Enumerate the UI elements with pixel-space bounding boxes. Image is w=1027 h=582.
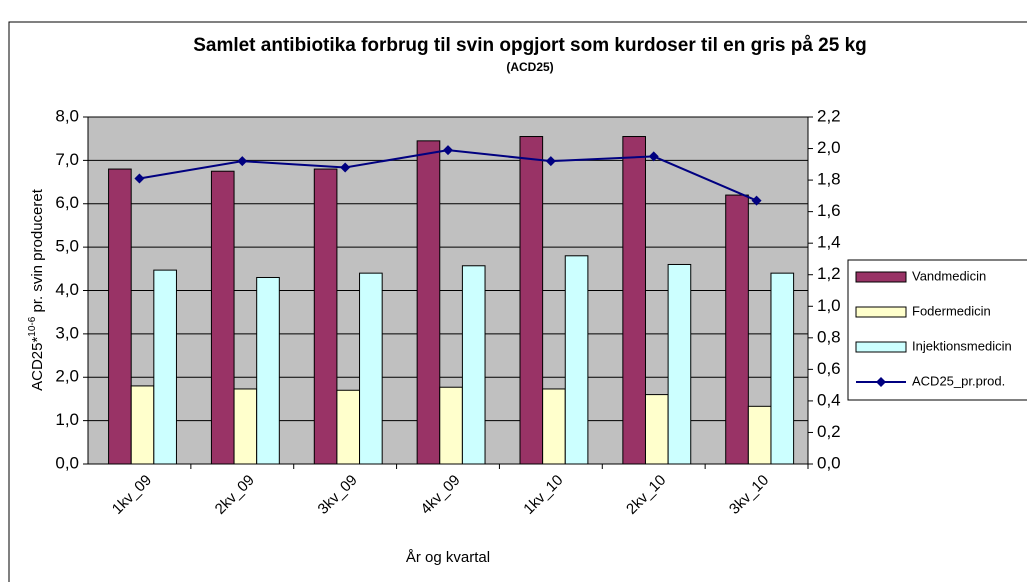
line-marker	[237, 156, 248, 167]
y-tick-label: 3,0	[55, 323, 79, 342]
legend-label: Injektionsmedicin	[912, 338, 1012, 353]
legend-label: ACD25_pr.prod.	[912, 373, 1005, 388]
y-tick-label: 1,0	[55, 410, 79, 429]
y-tick-label: 6,0	[55, 193, 79, 212]
y2-tick-label: 2,0	[817, 138, 841, 157]
bar	[667, 263, 692, 465]
bar	[747, 405, 772, 465]
y2-tick-label: 0,0	[817, 453, 841, 472]
y-tick-label: 5,0	[55, 237, 79, 256]
bar	[519, 136, 544, 465]
y-tick-label: 4,0	[55, 280, 79, 299]
y-label-sup: 10-6	[27, 316, 38, 336]
bar	[644, 394, 669, 465]
bar	[725, 194, 749, 465]
y2-tick-label: 1,6	[817, 201, 841, 220]
bar	[622, 136, 646, 465]
bar	[336, 389, 361, 465]
bar	[256, 276, 280, 465]
y2-tick-label: 1,4	[817, 233, 841, 252]
legend	[847, 259, 1027, 401]
y-tick-label: 0,0	[55, 453, 79, 472]
y2-tick-label: 0,4	[817, 390, 841, 409]
x-axis-label: År og kvartal	[406, 549, 490, 566]
bar	[233, 388, 258, 465]
bar	[564, 255, 589, 465]
legend-swatch	[855, 341, 907, 353]
y2-tick-label: 1,8	[817, 170, 841, 189]
bar	[461, 265, 486, 465]
bar	[153, 269, 177, 465]
bar	[416, 140, 441, 465]
y-tick-label: 8,0	[55, 106, 79, 125]
bar	[439, 386, 463, 465]
legend-marker	[876, 377, 886, 387]
legend-label: Vandmedicin	[912, 268, 986, 283]
line-marker	[443, 145, 453, 156]
legend-swatch	[855, 271, 907, 283]
bar	[130, 385, 155, 465]
line-marker	[340, 162, 351, 173]
bar	[770, 272, 795, 465]
y2-tick-label: 1,0	[817, 296, 841, 315]
legend-label: Fodermedicin	[912, 303, 991, 318]
bar	[359, 272, 383, 465]
y-label-rest: pr. svin produceret	[29, 188, 46, 316]
line-marker	[648, 151, 659, 162]
y2-tick-label: 0,2	[817, 422, 841, 441]
y-label-main: ACD25*	[29, 337, 46, 391]
chart-subtitle: (ACD25)	[506, 60, 553, 74]
bar	[210, 170, 235, 465]
y2-tick-label: 0,6	[817, 359, 841, 378]
y-tick-label: 7,0	[55, 150, 79, 169]
line-marker	[751, 195, 762, 206]
y-tick-label: 2,0	[55, 367, 79, 386]
bar	[542, 388, 566, 465]
chart-title: Samlet antibiotika forbrug til svin opgj…	[193, 35, 867, 56]
line-marker	[134, 173, 145, 184]
y2-tick-label: 1,2	[817, 264, 841, 283]
legend-swatch	[855, 306, 907, 318]
bar	[108, 168, 132, 465]
y2-tick-label: 0,8	[817, 327, 841, 346]
bar	[313, 168, 338, 465]
y-axis-label: ACD25*10-6 pr. svin produceret	[27, 188, 46, 391]
line-marker	[545, 156, 556, 167]
y2-tick-label: 2,2	[817, 106, 841, 125]
